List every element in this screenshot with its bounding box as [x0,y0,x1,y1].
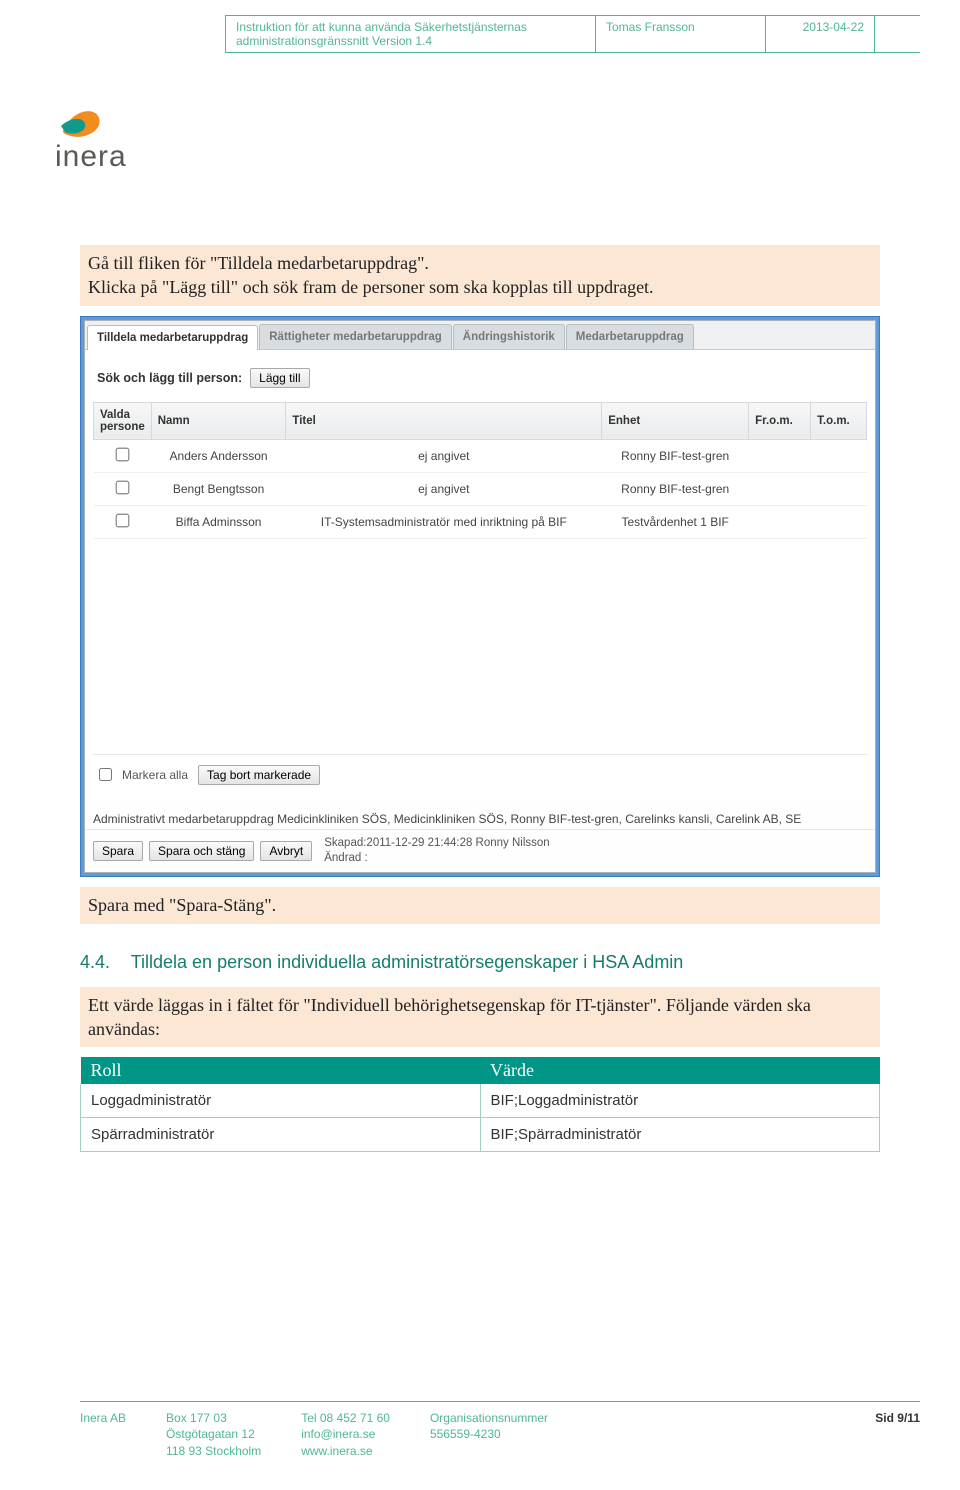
screenshot-panel: Tilldela medarbetaruppdrag Rättigheter m… [84,320,876,874]
search-row: Sök och lägg till person: Lägg till [93,360,867,402]
cell-enhet: Ronny BIF-test-gren [602,472,749,505]
tab-andringshistorik[interactable]: Ändringshistorik [453,324,565,349]
cell-titel: ej angivet [286,439,602,472]
table-row: Bengt Bengtsson ej angivet Ronny BIF-tes… [94,472,867,505]
roles-table: Roll Värde Loggadministratör BIF;Loggadm… [80,1057,880,1152]
header-date: 2013-04-22 [765,16,875,52]
cell-namn: Bengt Bengtsson [151,472,286,505]
logo-text: inera [55,140,127,173]
created-label: Skapad:2011-12-29 21:44:28 Ronny Nilsson [324,837,549,849]
col-from: Fr.o.m. [749,402,811,439]
cell-namn: Anders Andersson [151,439,286,472]
table-row: Anders Andersson ej angivet Ronny BIF-te… [94,439,867,472]
cell-enhet: Testvårdenhet 1 BIF [602,505,749,538]
cell-from [749,439,811,472]
section-title: Tilldela en person individuella administ… [131,952,684,972]
cell-from [749,505,811,538]
table-row: Biffa Adminsson IT-Systemsadministratör … [94,505,867,538]
header-author: Tomas Fransson [595,16,765,52]
add-button[interactable]: Lägg till [250,368,309,388]
footer-orgnr-label: Organisationsnummer [430,1411,548,1425]
mark-all-checkbox[interactable] [99,768,112,781]
footer-box: Box 177 03 [166,1411,227,1425]
changed-label: Ändrad : [324,852,367,864]
col-enhet: Enhet [602,402,749,439]
role-value: BIF;Loggadministratör [480,1084,880,1118]
roles-row: Spärradministratör BIF;Spärradministratö… [81,1118,880,1152]
cell-tom [811,472,867,505]
footer-col-address: Box 177 03 Östgötagatan 12 118 93 Stockh… [166,1410,261,1460]
page-footer: Inera AB Box 177 03 Östgötagatan 12 118 … [80,1401,920,1460]
empty-space [93,539,867,754]
mark-all-label: Markera alla [122,768,188,782]
section-body: Ett värde läggas in i fältet för "Indivi… [80,987,880,1048]
admin-path-text: Administrativt medarbetaruppdrag Medicin… [85,801,875,830]
row-checkbox[interactable] [116,513,130,527]
search-label: Sök och lägg till person: [97,371,242,385]
roles-header-roll: Roll [81,1057,481,1084]
table-header-row: Valda persone Namn Titel Enhet Fr.o.m. T… [94,402,867,439]
page-header: Instruktion för att kunna använda Säkerh… [225,15,920,53]
footer-company: Inera AB [80,1411,126,1425]
section-number: 4.4. [80,952,126,973]
created-changed-meta: Skapad:2011-12-29 21:44:28 Ronny Nilsson… [324,836,549,866]
header-title-line1: Instruktion för att kunna använda Säkerh… [236,20,527,34]
role-name: Spärradministratör [81,1118,481,1152]
col-titel: Titel [286,402,602,439]
roles-header-varde: Värde [480,1057,880,1084]
page-number: Sid 9/11 [875,1411,920,1425]
header-title-line2: administrationsgränssnitt Version 1.4 [236,34,432,48]
footer-orgnr-value: 556559-4230 [430,1427,501,1441]
footer-street: Östgötagatan 12 [166,1427,255,1441]
roles-header-row: Roll Värde [81,1057,880,1084]
header-doc-title: Instruktion för att kunna använda Säkerh… [225,16,595,52]
roles-row: Loggadministratör BIF;Loggadministratör [81,1084,880,1118]
panel-body: Sök och lägg till person: Lägg till Vald… [85,350,875,801]
footer-col-contact: Tel 08 452 71 60 info@inera.se www.inera… [301,1410,390,1460]
footer-page-number: Sid 9/11 [875,1410,920,1460]
logo: inera [55,100,175,178]
col-valda: Valda persone [94,402,152,439]
remove-marked-button[interactable]: Tag bort markerade [198,765,320,785]
footer-col-orgnr: Organisationsnummer 556559-4230 [430,1410,548,1460]
mark-all-row: Markera alla Tag bort markerade [93,754,867,795]
embedded-screenshot: Tilldela medarbetaruppdrag Rättigheter m… [80,316,880,878]
row-checkbox[interactable] [116,480,130,494]
cell-tom [811,505,867,538]
tab-rattigheter[interactable]: Rättigheter medarbetaruppdrag [259,324,452,349]
tab-bar: Tilldela medarbetaruppdrag Rättigheter m… [85,321,875,350]
role-value: BIF;Spärradministratör [480,1118,880,1152]
cell-tom [811,439,867,472]
footer-tel: Tel 08 452 71 60 [301,1411,390,1425]
tab-tilldela[interactable]: Tilldela medarbetaruppdrag [87,325,258,350]
save-close-button[interactable]: Spara och stäng [149,841,254,861]
cancel-button[interactable]: Avbryt [260,841,312,861]
cell-enhet: Ronny BIF-test-gren [602,439,749,472]
col-tom: T.o.m. [811,402,867,439]
footer-web: www.inera.se [301,1444,372,1458]
persons-table: Valda persone Namn Titel Enhet Fr.o.m. T… [93,402,867,539]
col-namn: Namn [151,402,286,439]
save-row: Spara Spara och stäng Avbryt Skapad:2011… [85,829,875,872]
intro-line1: Gå till fliken för "Tilldela medarbetaru… [88,253,429,273]
save-button[interactable]: Spara [93,841,143,861]
footer-col-company: Inera AB [80,1410,126,1460]
inera-logo-icon: inera [55,100,175,178]
cell-from [749,472,811,505]
role-name: Loggadministratör [81,1084,481,1118]
tab-medarbetaruppdrag[interactable]: Medarbetaruppdrag [566,324,694,349]
intro-box: Gå till fliken för "Tilldela medarbetaru… [80,245,880,306]
cell-namn: Biffa Adminsson [151,505,286,538]
footer-email: info@inera.se [301,1427,375,1441]
row-checkbox[interactable] [116,447,130,461]
footer-city: 118 93 Stockholm [166,1444,261,1458]
content: Gå till fliken för "Tilldela medarbetaru… [80,245,880,1152]
after-text: Spara med "Spara-Stäng". [80,887,880,923]
intro-line2: Klicka på "Lägg till" och sök fram de pe… [88,277,654,297]
section-heading: 4.4. Tilldela en person individuella adm… [80,952,880,973]
cell-titel: ej angivet [286,472,602,505]
cell-titel: IT-Systemsadministratör med inriktning p… [286,505,602,538]
